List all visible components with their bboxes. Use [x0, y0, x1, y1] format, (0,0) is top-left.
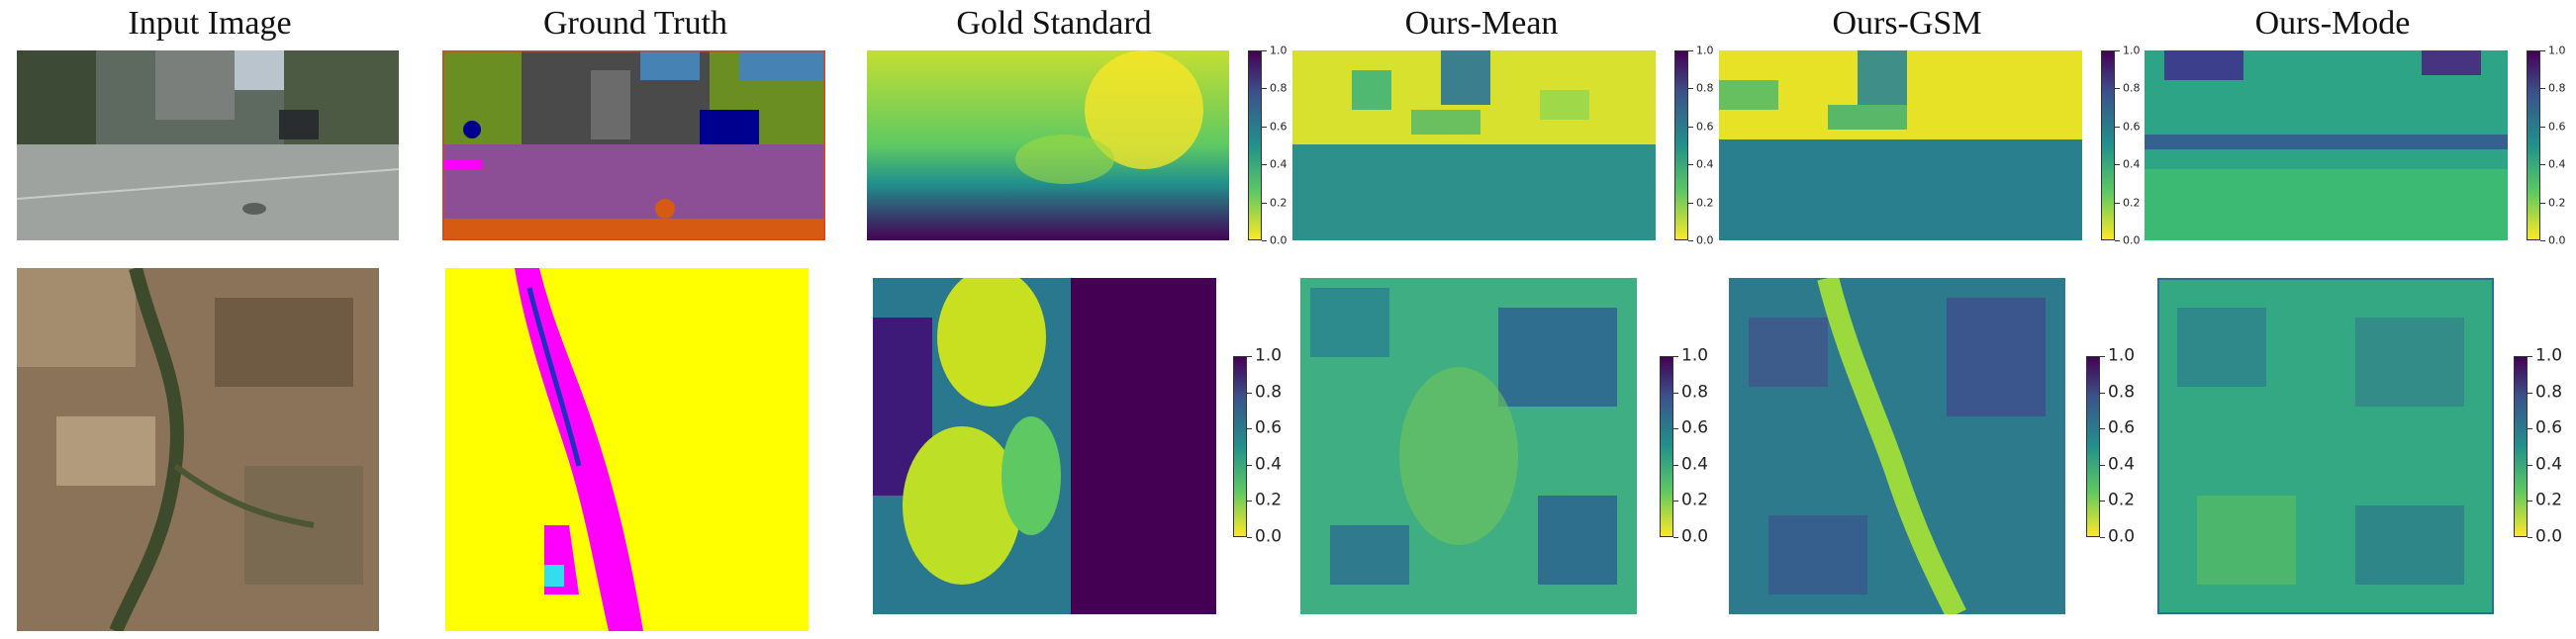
- cbar-tick: 0.0: [1255, 526, 1283, 547]
- row1-input-image: [17, 50, 399, 240]
- cbar-tick: 1.0: [2123, 44, 2141, 57]
- cbar-tick: 0.0: [1681, 526, 1709, 547]
- title-ours-mean: Ours-Mean: [1404, 5, 1559, 42]
- cbar-tick: 0.6: [2108, 417, 2136, 438]
- colorbar-gradient: [2086, 356, 2100, 537]
- column-headers: Input Image Ground Truth Gold Standard O…: [0, 0, 2576, 49]
- row2-mean-colorbar: 1.0 0.8 0.6 0.4 0.2 0.0: [1660, 347, 1719, 545]
- title-ours-mode: Ours-Mode: [2254, 5, 2411, 42]
- cbar-tick: 0.8: [2535, 382, 2563, 403]
- cbar-tick: 0.4: [1681, 454, 1709, 475]
- cbar-tick: 0.0: [2108, 526, 2136, 547]
- cbar-tick: 0.8: [1270, 81, 1288, 95]
- colorbar-gradient: [1674, 50, 1688, 240]
- cbar-tick: 0.2: [2535, 490, 2563, 510]
- cbar-tick: 0.4: [1270, 157, 1288, 171]
- cbar-tick: 0.4: [2108, 454, 2136, 475]
- cbar-tick: 0.4: [1255, 454, 1283, 475]
- colorbar-gradient: [2514, 356, 2528, 537]
- cbar-tick: 0.4: [1696, 157, 1714, 171]
- cbar-tick: 0.6: [2535, 417, 2563, 438]
- cbar-tick: 0.0: [2535, 526, 2563, 547]
- title-gold-standard: Gold Standard: [956, 5, 1152, 42]
- cbar-tick: 0.2: [1270, 196, 1288, 210]
- cbar-tick: 0.6: [1681, 417, 1709, 438]
- cbar-tick: 1.0: [1270, 44, 1288, 57]
- colorbar-gradient: [2101, 50, 2115, 240]
- cbar-tick: 0.6: [1255, 417, 1283, 438]
- cbar-tick: 1.0: [1681, 345, 1709, 366]
- cbar-tick: 0.0: [1270, 233, 1288, 247]
- title-ground-truth: Ground Truth: [542, 5, 728, 42]
- cbar-tick: 0.4: [2123, 157, 2141, 171]
- row2-ours-gsm: [1729, 278, 2065, 614]
- row2-mode-colorbar: 1.0 0.8 0.6 0.4 0.2 0.0: [2514, 347, 2573, 545]
- row2-input-image: [17, 268, 379, 631]
- cbar-tick: 0.6: [2548, 120, 2566, 134]
- cbar-tick: 1.0: [2535, 345, 2563, 366]
- cbar-tick: 1.0: [1255, 345, 1283, 366]
- cbar-tick: 0.6: [2123, 120, 2141, 134]
- row1-ours-mode: [2145, 50, 2508, 240]
- colorbar-gradient: [1660, 356, 1673, 537]
- cbar-tick: 0.8: [2123, 81, 2141, 95]
- title-input-image: Input Image: [128, 5, 292, 42]
- row1-ground-truth: [442, 50, 825, 240]
- cbar-tick: 0.2: [1255, 490, 1283, 510]
- cbar-tick: 0.6: [1270, 120, 1288, 134]
- row1-gold-standard: [867, 50, 1229, 240]
- cbar-tick: 1.0: [2108, 345, 2136, 366]
- cbar-tick: 0.2: [2108, 490, 2136, 510]
- row2-ground-truth: [445, 268, 809, 631]
- row1-mode-colorbar: 1.0 0.8 0.6 0.4 0.2 0.0: [2527, 46, 2566, 246]
- cbar-tick: 0.2: [1696, 196, 1714, 210]
- cbar-tick: 0.0: [2548, 233, 2566, 247]
- row2-ours-mode: [2157, 278, 2494, 614]
- cbar-tick: 0.2: [1681, 490, 1709, 510]
- cbar-tick: 0.8: [2548, 81, 2566, 95]
- colorbar-gradient: [2527, 50, 2540, 240]
- cbar-tick: 0.4: [2535, 454, 2563, 475]
- cbar-tick: 0.0: [1696, 233, 1714, 247]
- row1-gold-colorbar: 1.0 0.8 0.6 0.4 0.2 0.0: [1248, 46, 1288, 246]
- cbar-tick: 1.0: [1696, 44, 1714, 57]
- row2-gold-standard: [873, 278, 1216, 614]
- cbar-tick: 0.2: [2123, 196, 2141, 210]
- cbar-tick: 0.2: [2548, 196, 2566, 210]
- cbar-tick: 0.8: [2108, 382, 2136, 403]
- row2-gsm-colorbar: 1.0 0.8 0.6 0.4 0.2 0.0: [2086, 347, 2146, 545]
- colorbar-gradient: [1248, 50, 1262, 240]
- row1-ours-mean: [1292, 50, 1656, 240]
- row1-gsm-colorbar: 1.0 0.8 0.6 0.4 0.2 0.0: [2101, 46, 2141, 246]
- cbar-tick: 1.0: [2548, 44, 2566, 57]
- cbar-tick: 0.8: [1681, 382, 1709, 403]
- cbar-tick: 0.8: [1255, 382, 1283, 403]
- cbar-tick: 0.8: [1696, 81, 1714, 95]
- colorbar-gradient: [1233, 356, 1247, 537]
- cbar-tick: 0.0: [2123, 233, 2141, 247]
- cbar-tick: 0.6: [1696, 120, 1714, 134]
- title-ours-gsm: Ours-GSM: [1832, 5, 1982, 42]
- row2-gold-colorbar: 1.0 0.8 0.6 0.4 0.2 0.0: [1233, 347, 1292, 545]
- row1-mean-colorbar: 1.0 0.8 0.6 0.4 0.2 0.0: [1674, 46, 1714, 246]
- cbar-tick: 0.4: [2548, 157, 2566, 171]
- row1-ours-gsm: [1719, 50, 2082, 240]
- row2-ours-mean: [1300, 278, 1637, 614]
